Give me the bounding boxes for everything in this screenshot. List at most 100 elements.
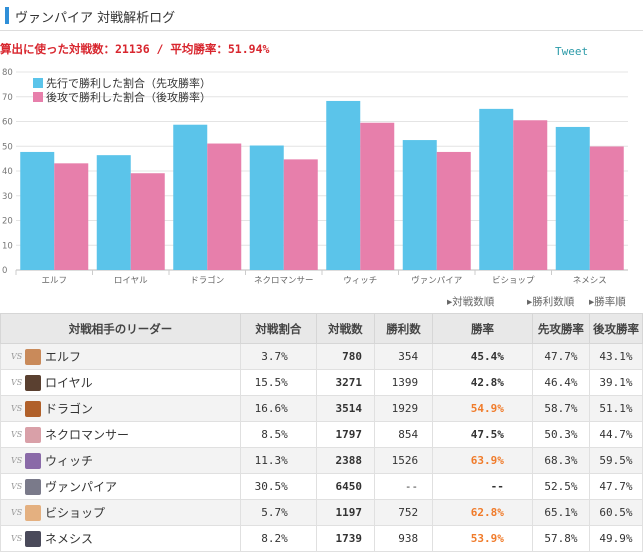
bar-second-winrate	[436, 151, 471, 270]
vs-label: VS	[11, 352, 23, 361]
sort-by-wins-link[interactable]: ▸勝利数順	[527, 296, 575, 308]
ratio-cell: 30.5%	[239, 473, 317, 500]
winrate-cell: 63.9%	[432, 447, 533, 474]
y-tick-label: 30	[2, 192, 13, 202]
x-tick-label: ビショップ	[492, 276, 535, 286]
table-row: VS ウィッチ 11.3% 2388 1526 63.9% 68.3% 59.5%	[0, 447, 643, 474]
x-tick-label: エルフ	[41, 276, 67, 286]
nemesis-avatar-icon	[25, 530, 41, 547]
ratio-cell: 5.7%	[239, 499, 317, 526]
wins-cell: 854	[373, 421, 434, 448]
leader-cell: VS ドラゴン	[0, 395, 241, 422]
bar-first-winrate	[173, 124, 208, 270]
second-winrate-cell: 47.7%	[588, 473, 643, 500]
ratio-cell: 16.6%	[239, 395, 317, 422]
second-winrate-cell: 39.1%	[588, 369, 643, 396]
x-tick-label: ウィッチ	[343, 276, 377, 286]
matches-cell: 3271	[315, 369, 375, 396]
table-body: VS エルフ 3.7% 780 354 45.4% 47.7% 43.1% VS ロイヤル 15.5…	[0, 343, 643, 552]
winrate-cell: 47.5%	[432, 421, 533, 448]
matches-cell: 1797	[315, 421, 375, 448]
table-row: VS ドラゴン 16.6% 3514 1929 54.9% 58.7% 51.1%	[0, 395, 643, 422]
y-tick-label: 10	[2, 241, 13, 251]
matches-cell: 1197	[315, 499, 375, 526]
winrate-cell: --	[432, 473, 533, 500]
header-leader[interactable]: 対戦相手のリーダー	[0, 313, 241, 344]
header-ratio[interactable]: 対戦割合	[239, 313, 317, 344]
first-winrate-cell: 52.5%	[531, 473, 590, 500]
header-first-winrate[interactable]: 先攻勝率	[531, 313, 590, 344]
second-winrate-cell: 43.1%	[588, 343, 643, 370]
x-tick-label: ネメシス	[573, 276, 607, 286]
bishop-avatar-icon	[25, 504, 41, 521]
bar-first-winrate	[20, 151, 55, 270]
y-tick-label: 20	[2, 217, 13, 227]
table-row: VS ヴァンパイア 30.5% 6450 -- -- 52.5% 47.7%	[0, 473, 643, 500]
matchup-table: 対戦相手のリーダー 対戦割合 対戦数 勝利数 勝率 先攻勝率 後攻勝率 VS エル…	[0, 313, 643, 552]
bar-second-winrate	[130, 173, 165, 270]
bar-first-winrate	[402, 140, 437, 270]
wins-cell: 1399	[373, 369, 434, 396]
winrate-cell: 62.8%	[432, 499, 533, 526]
header-matches[interactable]: 対戦数	[315, 313, 375, 344]
leader-name: ウィッチ	[45, 454, 94, 468]
sort-links: ▸対戦数順 ▸勝利数順 ▸勝率順	[0, 294, 643, 310]
winrate-cell: 53.9%	[432, 525, 533, 552]
winrate-cell: 45.4%	[432, 343, 533, 370]
table-row: VS ロイヤル 15.5% 3271 1399 42.8% 46.4% 39.1%	[0, 369, 643, 396]
bar-second-winrate	[207, 143, 242, 270]
second-winrate-cell: 60.5%	[588, 499, 643, 526]
ratio-cell: 8.5%	[239, 421, 317, 448]
table-row: VS ネメシス 8.2% 1739 938 53.9% 57.8% 49.9%	[0, 525, 643, 552]
table-row: VS ネクロマンサー 8.5% 1797 854 47.5% 50.3% 44.7%	[0, 421, 643, 448]
wins-cell: --	[373, 473, 434, 500]
ratio-cell: 11.3%	[239, 447, 317, 474]
vs-label: VS	[11, 482, 23, 491]
y-tick-label: 40	[2, 167, 13, 177]
header-second-winrate[interactable]: 後攻勝率	[588, 313, 643, 344]
winrate-cell: 42.8%	[432, 369, 533, 396]
x-tick-label: ヴァンパイア	[411, 275, 462, 286]
witch-avatar-icon	[25, 452, 41, 469]
first-winrate-cell: 68.3%	[531, 447, 590, 474]
summary-text: 算出に使った対戦数：21136 / 平均勝率：51.94%	[0, 42, 270, 56]
second-winrate-cell: 51.1%	[588, 395, 643, 422]
y-tick-label: 0	[2, 266, 7, 276]
elf-avatar-icon	[25, 348, 41, 365]
table-row: VS エルフ 3.7% 780 354 45.4% 47.7% 43.1%	[0, 343, 643, 370]
y-tick-label: 70	[2, 93, 13, 103]
leader-name: ドラゴン	[45, 402, 94, 416]
royal-avatar-icon	[25, 374, 41, 391]
leader-name: ネメシス	[45, 532, 94, 546]
first-winrate-cell: 57.8%	[531, 525, 590, 552]
legend-label: 先行で勝利した割合（先攻勝率）	[46, 76, 211, 90]
header-wins[interactable]: 勝利数	[373, 313, 434, 344]
dragon-avatar-icon	[25, 400, 41, 417]
bar-first-winrate	[249, 145, 284, 270]
header-winrate[interactable]: 勝率	[432, 313, 533, 344]
bar-first-winrate	[326, 100, 361, 270]
ratio-cell: 3.7%	[239, 343, 317, 370]
first-winrate-cell: 47.7%	[531, 343, 590, 370]
bar-second-winrate	[54, 163, 89, 270]
matches-cell: 2388	[315, 447, 375, 474]
wins-cell: 1526	[373, 447, 434, 474]
bar-first-winrate	[555, 126, 590, 270]
sort-by-matches-link[interactable]: ▸対戦数順	[447, 296, 495, 308]
header-accent-bar	[5, 7, 9, 24]
legend-label: 後攻で勝利した割合（後攻勝率）	[46, 90, 211, 104]
wins-cell: 938	[373, 525, 434, 552]
sort-by-winrate-link[interactable]: ▸勝率順	[589, 296, 626, 308]
bar-second-winrate	[589, 146, 624, 270]
tweet-link[interactable]: Tweet	[555, 45, 589, 58]
y-tick-label: 50	[2, 142, 13, 152]
bar-second-winrate	[283, 159, 318, 270]
y-tick-label: 60	[2, 118, 13, 128]
matches-cell: 1739	[315, 525, 375, 552]
page-title: ヴァンパイア 対戦解析ログ	[15, 11, 176, 26]
vs-label: VS	[11, 378, 23, 387]
vs-label: VS	[11, 508, 23, 517]
second-winrate-cell: 44.7%	[588, 421, 643, 448]
matches-cell: 6450	[315, 473, 375, 500]
wins-cell: 354	[373, 343, 434, 370]
